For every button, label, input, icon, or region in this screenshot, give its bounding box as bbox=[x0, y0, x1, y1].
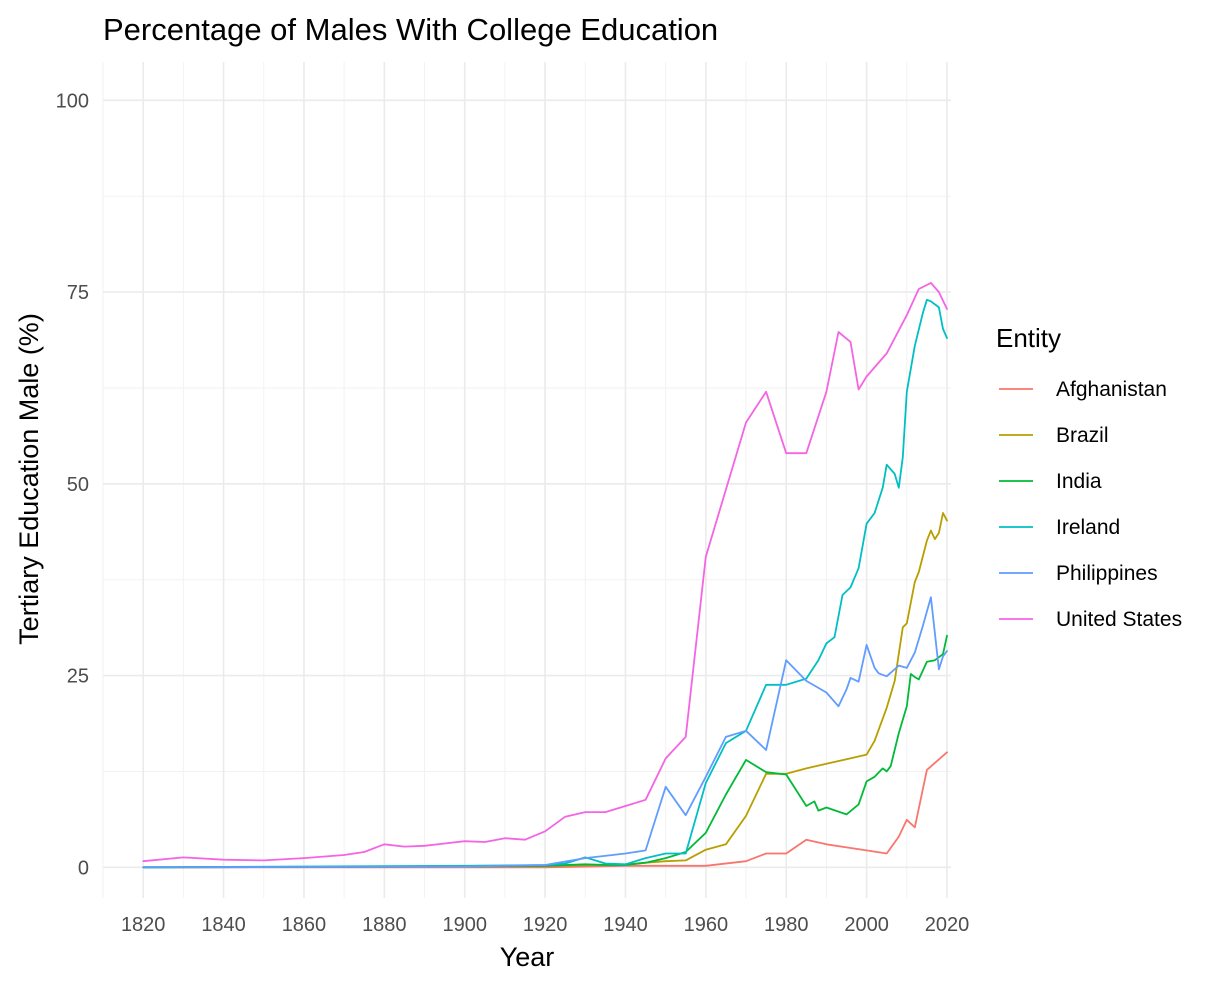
x-tick-label: 1880 bbox=[362, 914, 407, 936]
series-line-united-states bbox=[142, 282, 948, 863]
series-line-philippines bbox=[142, 596, 948, 869]
x-tick-label: 1980 bbox=[764, 914, 809, 936]
x-axis-title: Year bbox=[500, 942, 555, 972]
series-line-ireland bbox=[142, 298, 948, 869]
y-tick-label: 0 bbox=[78, 857, 89, 879]
legend-label: Afghanistan bbox=[1056, 378, 1167, 401]
legend-item: United States bbox=[999, 608, 1182, 631]
legend-item: Afghanistan bbox=[999, 378, 1167, 401]
legend-label: India bbox=[1056, 470, 1102, 493]
legend: Entity Afghanistan Brazil India Ireland Phil… bbox=[996, 323, 1182, 631]
x-tick-label: 2000 bbox=[844, 914, 889, 936]
x-tick-label: 1900 bbox=[442, 914, 487, 936]
y-tick-label: 25 bbox=[67, 666, 89, 688]
y-tick-label: 100 bbox=[56, 90, 89, 112]
x-tick-label: 1920 bbox=[523, 914, 568, 936]
legend-item: Ireland bbox=[999, 516, 1120, 539]
legend-label: United States bbox=[1056, 608, 1182, 631]
legend-item: Brazil bbox=[999, 424, 1109, 447]
legend-title: Entity bbox=[996, 323, 1061, 353]
legend-item: India bbox=[999, 470, 1102, 493]
x-tick-label: 1840 bbox=[201, 914, 246, 936]
legend-label: Brazil bbox=[1056, 424, 1109, 447]
legend-item: Philippines bbox=[999, 562, 1158, 585]
y-axis-title: Tertiary Education Male (%) bbox=[14, 313, 44, 645]
legend-label: Ireland bbox=[1056, 516, 1120, 539]
x-tick-label: 1820 bbox=[121, 914, 166, 936]
series-line-brazil bbox=[142, 512, 948, 869]
series-line-india bbox=[142, 634, 948, 869]
chart-title: Percentage of Males With College Educati… bbox=[103, 12, 718, 47]
x-tick-label: 1960 bbox=[684, 914, 729, 936]
legend-label: Philippines bbox=[1056, 562, 1158, 585]
x-tick-label: 2020 bbox=[925, 914, 970, 936]
x-tick-label: 1940 bbox=[603, 914, 648, 936]
axis-ticks: 1820 1840 1860 1880 1900 1920 1940 1960 1980 2000… bbox=[56, 90, 970, 936]
x-tick-label: 1860 bbox=[282, 914, 327, 936]
grid-layer bbox=[102, 62, 951, 898]
y-tick-label: 50 bbox=[67, 474, 89, 496]
series-lines bbox=[142, 282, 948, 869]
y-tick-label: 75 bbox=[67, 282, 89, 304]
